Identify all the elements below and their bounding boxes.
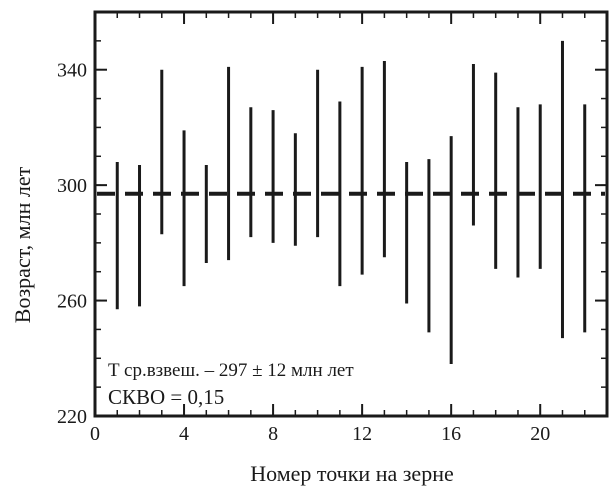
y-axis-title: Возраст, млн лет: [10, 166, 35, 323]
y-tick-label: 260: [57, 291, 87, 313]
x-tick-label: 8: [268, 423, 278, 445]
y-tick-label: 340: [57, 60, 87, 82]
plot-frame: [93, 10, 609, 418]
x-tick-label: 16: [441, 423, 461, 445]
major-ticks: [94, 12, 607, 417]
x-tick-labels: 0 4 8 12 16 20: [90, 423, 550, 445]
weighted-mean-annotation: T ср.взвеш. – 297 ± 12 млн лет: [108, 360, 354, 381]
x-tick-label: 0: [90, 423, 100, 445]
y-tick-label: 300: [57, 175, 87, 197]
x-tick-label: 20: [530, 423, 550, 445]
x-axis-title: Номер точки на зерне: [250, 461, 453, 486]
x-tick-label: 4: [179, 423, 189, 445]
minor-ticks: [94, 11, 608, 417]
x-tick-label: 12: [352, 423, 372, 445]
mswd-annotation: СКВО = 0,15: [108, 385, 224, 409]
error-bars: [115, 40, 587, 365]
y-tick-label: 220: [57, 406, 87, 428]
y-tick-labels: 220 260 300 340: [57, 60, 87, 428]
